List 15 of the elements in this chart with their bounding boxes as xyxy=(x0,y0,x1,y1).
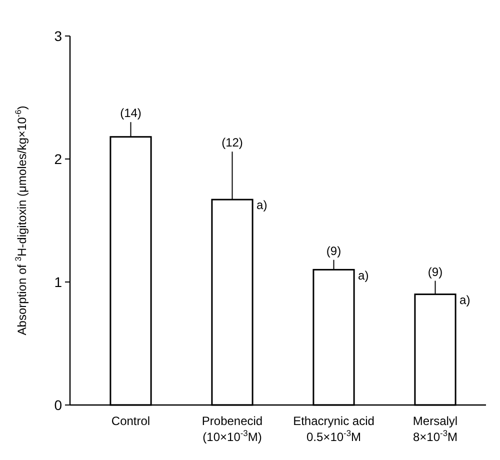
annotation: (12) xyxy=(222,136,243,150)
annotation: (9) xyxy=(428,264,443,279)
x-tick-label: Control xyxy=(111,414,150,428)
annotation: a) xyxy=(460,292,470,307)
annotation: (9) xyxy=(326,244,342,258)
y-tick-label: 3 xyxy=(54,28,62,44)
x-tick-label: Probenecid (10×10$^{-3}$M) xyxy=(202,414,263,444)
annotation: a) xyxy=(358,268,369,282)
y-tick-label: 1 xyxy=(54,274,62,290)
annotation: a) xyxy=(256,198,268,212)
x-tick-label: Ethacrynic acid 0.5×10$^{-3}$M xyxy=(293,414,374,444)
annotation: (14) xyxy=(120,106,142,120)
x-tick-label: Mersalyl 8×10$^{-3}$M xyxy=(412,414,458,444)
y-tick-label: 2 xyxy=(54,150,62,167)
y-tick-label: 0 xyxy=(54,396,62,413)
